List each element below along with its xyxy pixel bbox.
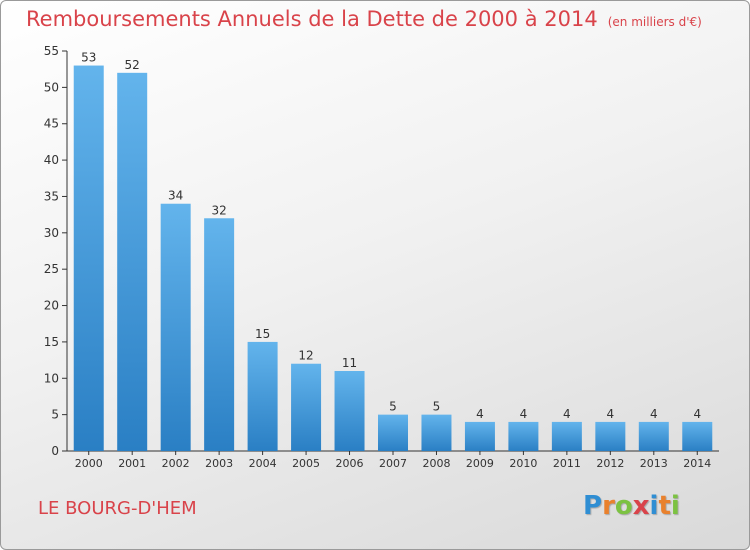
y-tick-label: 35	[44, 189, 59, 203]
y-tick-label: 20	[44, 299, 59, 313]
bar	[421, 414, 452, 451]
bar	[160, 203, 191, 451]
data-label: 4	[693, 407, 701, 421]
y-tick-label: 50	[44, 80, 59, 94]
x-tick-label: 2013	[640, 457, 668, 470]
data-label: 4	[650, 407, 658, 421]
data-label: 4	[476, 407, 484, 421]
logo-letter: r	[602, 491, 615, 521]
y-tick-label: 55	[44, 44, 59, 58]
bar	[334, 371, 365, 451]
x-tick-label: 2006	[336, 457, 364, 470]
x-tick-label: 2000	[75, 457, 103, 470]
x-tick-label: 2004	[249, 457, 277, 470]
logo-letter: o	[614, 491, 633, 521]
x-tick-label: 2012	[596, 457, 624, 470]
x-tick-label: 2014	[683, 457, 711, 470]
bar	[204, 218, 235, 451]
y-tick-label: 45	[44, 117, 59, 131]
x-tick-label: 2003	[205, 457, 233, 470]
logo-letter: x	[632, 491, 650, 521]
x-tick-label: 2007	[379, 457, 407, 470]
x-tick-label: 2009	[466, 457, 494, 470]
y-tick-label: 15	[44, 335, 59, 349]
y-tick-label: 0	[51, 444, 59, 458]
bar	[73, 65, 104, 451]
data-label: 12	[298, 349, 313, 363]
x-tick-label: 2002	[162, 457, 190, 470]
y-tick-label: 30	[44, 226, 59, 240]
bar	[682, 421, 713, 451]
bar	[247, 341, 278, 451]
data-label: 4	[563, 407, 571, 421]
bar	[551, 421, 582, 451]
data-label: 53	[81, 51, 96, 65]
data-label: 4	[607, 407, 615, 421]
data-label: 5	[389, 400, 397, 414]
y-tick-label: 40	[44, 153, 59, 167]
logo-letter: i	[649, 491, 659, 521]
data-label: 15	[255, 327, 270, 341]
data-label: 34	[168, 189, 183, 203]
y-tick-label: 10	[44, 371, 59, 385]
data-label: 11	[342, 356, 357, 370]
chart-title: Remboursements Annuels de la Dette de 20…	[26, 7, 702, 31]
bar	[508, 421, 539, 451]
proxiti-logo: Proxiti	[583, 491, 680, 521]
data-label: 52	[125, 58, 140, 72]
commune-name: LE BOURG-D'HEM	[38, 498, 197, 519]
bar	[117, 72, 148, 452]
logo-letter: P	[583, 491, 603, 521]
bar	[595, 421, 626, 451]
bar	[638, 421, 669, 451]
y-tick-label: 25	[44, 262, 59, 276]
chart-title-text: Remboursements Annuels de la Dette de 20…	[26, 7, 598, 31]
x-tick-label: 2001	[118, 457, 146, 470]
data-label: 32	[211, 203, 226, 217]
bar	[464, 421, 495, 451]
x-tick-label: 2005	[292, 457, 320, 470]
y-tick-label: 5	[51, 408, 59, 422]
x-tick-label: 2008	[422, 457, 450, 470]
data-label: 4	[520, 407, 528, 421]
logo-letter: i	[670, 491, 680, 521]
bar	[291, 363, 322, 451]
x-tick-label: 2010	[509, 457, 537, 470]
chart-unit: (en milliers d'€)	[607, 15, 702, 29]
x-tick-label: 2011	[553, 457, 581, 470]
logo-letter: t	[658, 491, 671, 521]
data-label: 5	[433, 400, 441, 414]
bar	[378, 414, 408, 451]
